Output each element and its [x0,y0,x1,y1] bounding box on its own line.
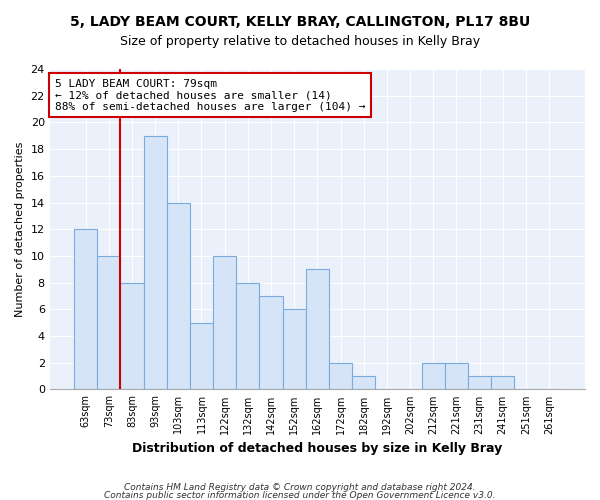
Text: Contains public sector information licensed under the Open Government Licence v3: Contains public sector information licen… [104,490,496,500]
Bar [121,282,143,390]
Bar [97,256,121,390]
Bar [236,282,259,390]
Bar [306,270,329,390]
X-axis label: Distribution of detached houses by size in Kelly Bray: Distribution of detached houses by size … [132,442,502,455]
Bar [167,202,190,390]
Bar [445,362,468,390]
Bar [283,310,306,390]
Bar [352,376,375,390]
Bar [491,376,514,390]
Bar [468,376,491,390]
Bar [213,256,236,390]
Text: 5 LADY BEAM COURT: 79sqm
← 12% of detached houses are smaller (14)
88% of semi-d: 5 LADY BEAM COURT: 79sqm ← 12% of detach… [55,78,365,112]
Bar [259,296,283,390]
Text: Size of property relative to detached houses in Kelly Bray: Size of property relative to detached ho… [120,35,480,48]
Bar [422,362,445,390]
Bar [143,136,167,390]
Bar [329,362,352,390]
Bar [74,229,97,390]
Text: 5, LADY BEAM COURT, KELLY BRAY, CALLINGTON, PL17 8BU: 5, LADY BEAM COURT, KELLY BRAY, CALLINGT… [70,15,530,29]
Y-axis label: Number of detached properties: Number of detached properties [15,142,25,317]
Bar [190,322,213,390]
Text: Contains HM Land Registry data © Crown copyright and database right 2024.: Contains HM Land Registry data © Crown c… [124,484,476,492]
